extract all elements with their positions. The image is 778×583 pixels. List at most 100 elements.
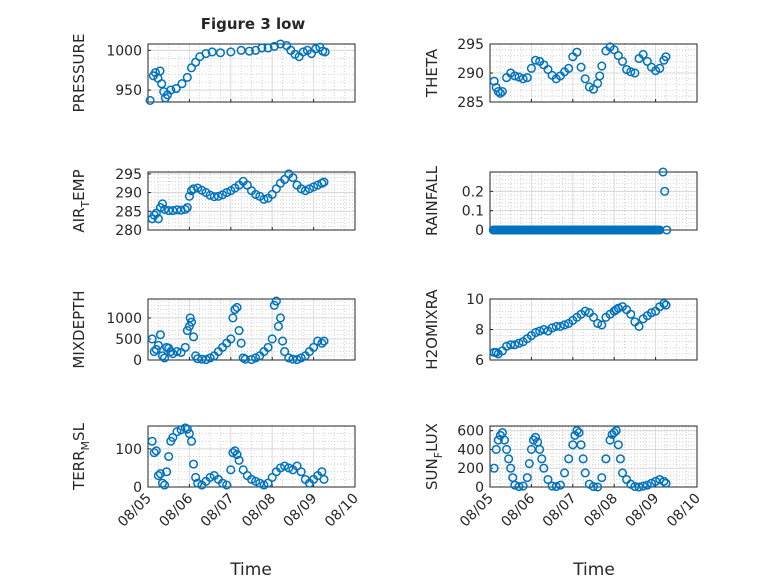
y-tick-label: 1000: [106, 43, 142, 59]
data-point: [298, 47, 308, 57]
data-point: [280, 461, 290, 471]
data-point: [164, 451, 174, 462]
data-point: [514, 338, 524, 348]
data-point: [172, 427, 182, 437]
data-point: [177, 79, 187, 89]
data-point: [157, 478, 168, 488]
data-point: [166, 347, 176, 357]
data-point: [547, 481, 557, 491]
data-point: [228, 448, 238, 458]
data-point: [626, 309, 636, 319]
data-point: [226, 47, 236, 57]
data-point: [588, 312, 599, 322]
subplot-row2-left: 280 285 290 295 AIRTEMP: [70, 167, 356, 239]
axes-box: [147, 425, 356, 488]
data-point: [234, 326, 244, 336]
data-point: [251, 476, 261, 486]
data-point: [182, 72, 192, 82]
data-point: [320, 47, 330, 57]
y-tick-label: 285: [115, 204, 142, 220]
data-point: [613, 440, 623, 450]
y-tick-label: 295: [457, 37, 484, 53]
data-point: [188, 184, 199, 194]
series-markers: [147, 296, 329, 365]
data-point: [626, 67, 636, 77]
y-axis-label: H2OMIXRA: [423, 289, 441, 370]
y-tick-label: 6: [475, 353, 484, 369]
series-markers: [145, 39, 330, 105]
data-point: [292, 461, 302, 471]
data-point: [160, 353, 170, 363]
data-point: [160, 204, 170, 214]
data-point: [617, 56, 628, 66]
data-point: [547, 323, 557, 333]
data-point: [504, 454, 514, 464]
data-point: [319, 474, 329, 484]
y-tick-label: 290: [457, 66, 484, 82]
data-point: [535, 444, 545, 455]
data-point: [288, 173, 298, 183]
data-point: [284, 463, 294, 473]
data-point: [145, 95, 155, 105]
data-point: [609, 428, 619, 438]
data-point: [609, 45, 619, 55]
data-point: [176, 425, 186, 435]
data-point: [193, 478, 203, 488]
data-point: [638, 49, 648, 59]
data-point: [661, 300, 671, 310]
data-point: [157, 351, 168, 361]
data-point: [642, 56, 652, 66]
data-point: [238, 465, 248, 475]
data-point: [559, 468, 570, 478]
y-tick-label: 600: [457, 424, 484, 440]
data-point: [578, 454, 588, 464]
data-point: [193, 354, 203, 364]
data-point: [530, 432, 541, 442]
y-tick-label: 500: [115, 332, 142, 348]
data-point: [309, 342, 319, 352]
y-axis-label: PRESSURE: [70, 34, 88, 113]
data-point: [185, 313, 195, 323]
data-point: [280, 347, 290, 357]
data-point: [611, 426, 621, 436]
y-axis-label: AIRTEMP: [70, 169, 92, 232]
data-point: [597, 61, 607, 71]
data-point: [267, 334, 277, 344]
data-point: [572, 426, 582, 436]
subplot-row3-right: 6 8 10 H2OMIXRA: [423, 289, 698, 370]
data-point: [147, 436, 157, 446]
data-point: [491, 347, 501, 357]
data-point: [518, 74, 528, 84]
data-point: [259, 480, 269, 490]
data-point: [646, 478, 657, 488]
data-point: [292, 355, 302, 365]
data-point: [522, 73, 532, 83]
data-point: [317, 338, 327, 348]
data-point: [168, 432, 178, 442]
data-point: [246, 474, 257, 484]
axes-box: [147, 171, 356, 231]
data-point: [506, 463, 516, 473]
data-point: [510, 71, 520, 81]
data-point: [499, 435, 510, 445]
data-point: [574, 428, 584, 438]
data-point: [182, 202, 192, 213]
data-point: [271, 296, 281, 306]
data-point: [539, 463, 549, 473]
data-point: [576, 62, 586, 72]
y-axis-label: TERRMSL: [70, 422, 92, 491]
data-point: [593, 318, 603, 328]
data-point: [309, 182, 319, 192]
data-point: [296, 467, 306, 477]
y-tick-label: 400: [457, 442, 484, 458]
data-point: [155, 330, 165, 340]
y-tick-label: 280: [115, 223, 142, 239]
data-point: [658, 167, 668, 177]
figure-title: Figure 3 low: [201, 15, 306, 33]
data-point: [162, 467, 172, 477]
data-point: [151, 446, 161, 456]
data-point: [319, 336, 329, 346]
data-point: [655, 63, 665, 73]
data-point: [580, 74, 590, 84]
